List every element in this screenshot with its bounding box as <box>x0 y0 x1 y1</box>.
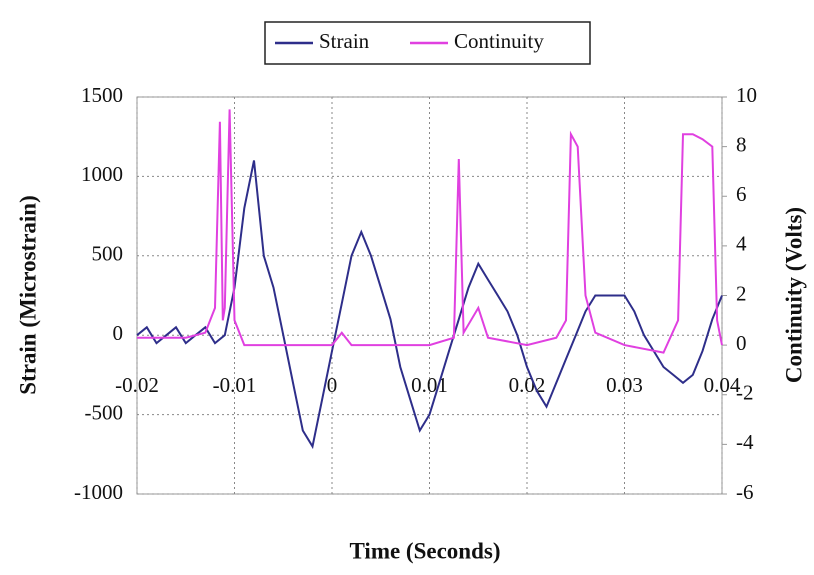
legend-label: Strain <box>319 29 370 53</box>
y2-tick-label: 6 <box>736 182 747 206</box>
x-tick-label: 0.01 <box>411 373 448 397</box>
x-tick-label: 0 <box>327 373 338 397</box>
x-tick-label: 0.02 <box>509 373 546 397</box>
y-tick-label: 1000 <box>81 162 123 186</box>
y2-tick-label: 10 <box>736 83 757 107</box>
x-axis-title: Time (Seconds) <box>350 538 501 563</box>
y-tick-label: -500 <box>85 400 124 424</box>
legend-label: Continuity <box>454 29 544 53</box>
y2-tick-label: 4 <box>736 232 747 256</box>
y-tick-label: 500 <box>92 242 124 266</box>
y2-axis-title: Continuity (Volts) <box>781 207 806 383</box>
x-tick-label: -0.02 <box>115 373 159 397</box>
y2-tick-label: -2 <box>736 381 754 405</box>
y-tick-label: -1000 <box>74 480 123 504</box>
y2-tick-label: -4 <box>736 430 754 454</box>
y2-tick-label: -6 <box>736 480 754 504</box>
data-line <box>137 109 723 354</box>
y2-tick-label: 0 <box>736 331 747 355</box>
y2-tick-label: 2 <box>736 281 747 305</box>
y-axis-title: Strain (Microstrain) <box>15 195 40 395</box>
y2-tick-label: 8 <box>736 132 747 156</box>
x-tick-label: 0.03 <box>606 373 643 397</box>
y-tick-label: 0 <box>113 321 124 345</box>
x-tick-label: 0.04 <box>704 373 741 397</box>
x-tick-label: -0.01 <box>213 373 257 397</box>
y-tick-label: 1500 <box>81 83 123 107</box>
